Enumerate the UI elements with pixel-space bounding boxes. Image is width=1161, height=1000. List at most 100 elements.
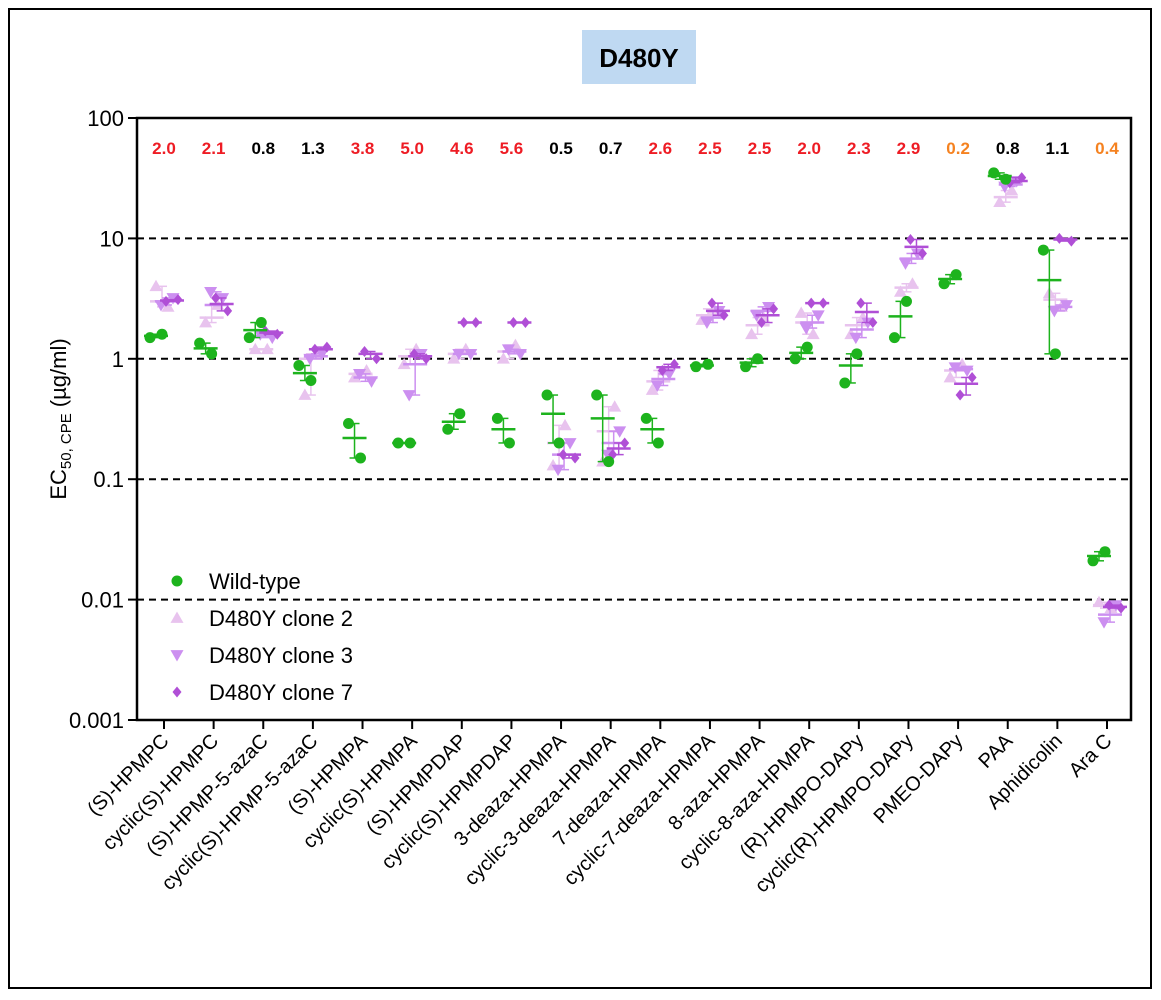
fold-change-label: 2.1 bbox=[202, 139, 226, 158]
data-point bbox=[652, 437, 664, 449]
data-point bbox=[402, 390, 416, 402]
fold-change-label: 5.6 bbox=[500, 139, 524, 158]
data-point bbox=[620, 437, 630, 449]
series-wild-type bbox=[144, 167, 1111, 567]
data-point bbox=[1054, 232, 1064, 244]
data-point bbox=[769, 303, 779, 315]
data-point bbox=[669, 358, 679, 370]
title-box bbox=[582, 30, 696, 84]
data-point bbox=[662, 368, 676, 381]
data-point bbox=[360, 345, 370, 357]
fold-change-label: 0.8 bbox=[996, 139, 1020, 158]
data-point bbox=[801, 341, 813, 353]
data-point bbox=[613, 426, 627, 438]
data-point bbox=[248, 342, 262, 355]
data-point bbox=[799, 323, 813, 335]
data-point bbox=[905, 277, 919, 289]
legend-marker bbox=[170, 611, 184, 623]
data-point bbox=[960, 365, 974, 377]
fold-change-label: 2.0 bbox=[797, 139, 821, 158]
fold-change-labels: 2.0 2.1 0.8 1.3 3.8 5.0 4.6 5.6 0.5 0.7 2.6 2.5 2.5 2… bbox=[152, 139, 1119, 158]
data-point bbox=[216, 293, 230, 305]
data-point bbox=[149, 279, 163, 292]
data-point bbox=[640, 412, 652, 424]
data-point bbox=[967, 371, 977, 383]
data-point bbox=[558, 418, 572, 431]
data-point bbox=[355, 452, 367, 464]
data-point bbox=[757, 317, 767, 329]
data-point bbox=[298, 388, 312, 400]
data-point bbox=[464, 348, 478, 361]
data-point bbox=[993, 195, 1007, 208]
legend-label: D480Y clone 3 bbox=[209, 643, 353, 668]
data-point bbox=[243, 332, 255, 344]
fold-change-label: 2.0 bbox=[152, 139, 176, 158]
fold-change-label: 1.1 bbox=[1046, 139, 1070, 158]
data-point bbox=[603, 456, 615, 468]
data-point bbox=[454, 408, 466, 420]
data-point bbox=[849, 332, 863, 345]
data-point bbox=[1087, 555, 1099, 567]
figure-border bbox=[8, 8, 1152, 989]
data-point bbox=[471, 317, 481, 329]
data-point bbox=[206, 348, 218, 360]
y-tick-label: 100 bbox=[87, 106, 124, 131]
data-point bbox=[868, 317, 878, 329]
y-tick-label: 0.001 bbox=[69, 708, 124, 733]
data-point bbox=[1000, 173, 1012, 185]
data-point bbox=[1097, 617, 1111, 629]
y-tick-label: 10 bbox=[100, 226, 124, 251]
data-point bbox=[650, 380, 664, 393]
legend-marker bbox=[172, 686, 182, 698]
fold-change-label: 0.2 bbox=[946, 139, 970, 158]
data-point bbox=[690, 361, 702, 373]
data-point bbox=[707, 297, 717, 309]
data-point bbox=[144, 332, 156, 344]
data-point bbox=[272, 328, 282, 340]
data-point bbox=[893, 285, 907, 297]
data-point bbox=[888, 332, 900, 344]
data-point bbox=[503, 437, 515, 449]
fold-change-label: 3.8 bbox=[351, 139, 375, 158]
gridlines bbox=[137, 237, 1131, 601]
data-point bbox=[1017, 172, 1027, 184]
fold-change-label: 2.9 bbox=[897, 139, 921, 158]
y-tick-label: 0.01 bbox=[81, 588, 124, 613]
data-point bbox=[938, 278, 950, 290]
legend-label: Wild-type bbox=[209, 569, 301, 594]
fold-change-label: 4.6 bbox=[450, 139, 474, 158]
data-point bbox=[1104, 599, 1114, 611]
data-point bbox=[558, 449, 568, 461]
data-point bbox=[752, 353, 764, 365]
data-point bbox=[392, 437, 404, 449]
data-point bbox=[372, 353, 382, 365]
data-point bbox=[303, 353, 317, 366]
data-point bbox=[551, 464, 565, 477]
data-point bbox=[856, 297, 866, 309]
data-point bbox=[917, 247, 927, 259]
data-point bbox=[414, 348, 428, 361]
data-point bbox=[365, 376, 379, 388]
legend-marker bbox=[171, 575, 183, 587]
fold-change-label: 0.7 bbox=[599, 139, 623, 158]
chart-title: D480Y bbox=[599, 43, 679, 73]
data-point bbox=[818, 297, 828, 309]
data-point bbox=[1005, 183, 1019, 196]
data-point bbox=[1066, 235, 1076, 247]
data-point bbox=[1037, 244, 1049, 256]
data-point bbox=[520, 317, 530, 329]
data-point bbox=[194, 337, 206, 349]
y-axis-label: EC50, CPE(µg/ml) bbox=[46, 338, 75, 499]
data-point bbox=[452, 348, 466, 361]
data-point bbox=[700, 317, 714, 330]
data-point bbox=[943, 370, 957, 383]
data-point bbox=[608, 400, 622, 412]
fold-change-label: 0.8 bbox=[251, 139, 275, 158]
data-point bbox=[563, 438, 577, 450]
data-point bbox=[591, 389, 603, 401]
data-point bbox=[794, 306, 808, 318]
data-point bbox=[166, 293, 180, 305]
data-point bbox=[459, 317, 469, 329]
fold-change-label: 5.0 bbox=[400, 139, 424, 158]
